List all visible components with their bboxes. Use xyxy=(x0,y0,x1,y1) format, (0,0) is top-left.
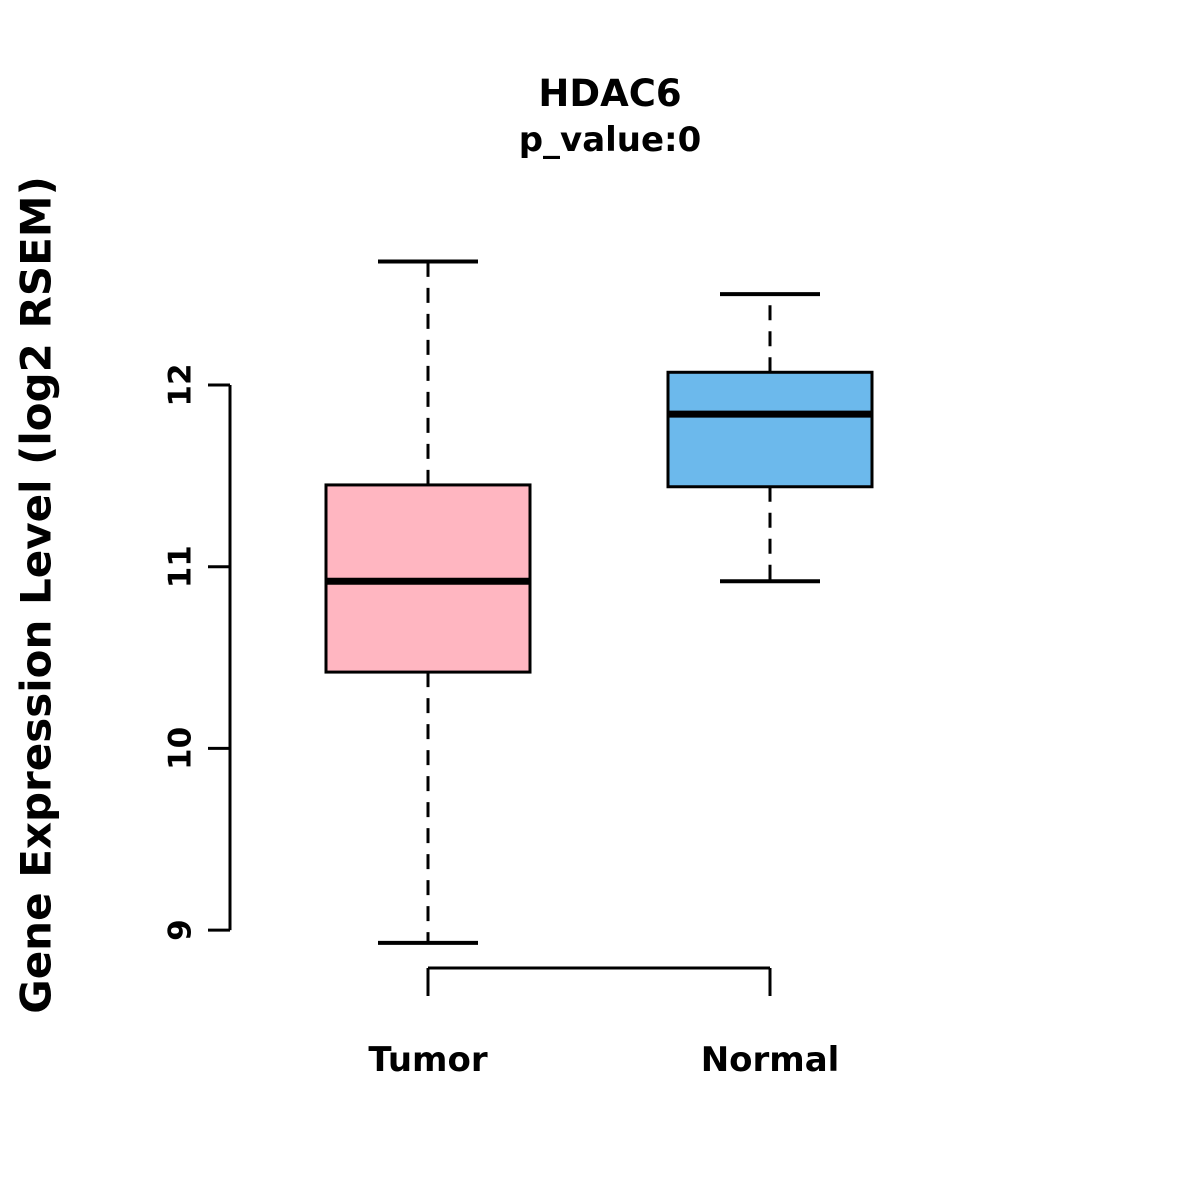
box-normal xyxy=(666,292,874,584)
chart-title: HDAC6 xyxy=(538,72,682,115)
chart-subtitle: p_value:0 xyxy=(518,120,702,160)
y-tick-label: 10 xyxy=(163,727,199,770)
category-label-tumor: Tumor xyxy=(368,1040,488,1080)
box-tumor xyxy=(324,259,532,945)
y-axis-label: Gene Expression Level (log2 RSEM) xyxy=(11,176,61,1014)
y-tick-label: 9 xyxy=(163,919,199,941)
category-label-normal: Normal xyxy=(700,1040,840,1080)
y-tick-label: 11 xyxy=(163,545,199,588)
iqr-box xyxy=(666,370,874,489)
y-tick-label: 12 xyxy=(163,363,199,406)
